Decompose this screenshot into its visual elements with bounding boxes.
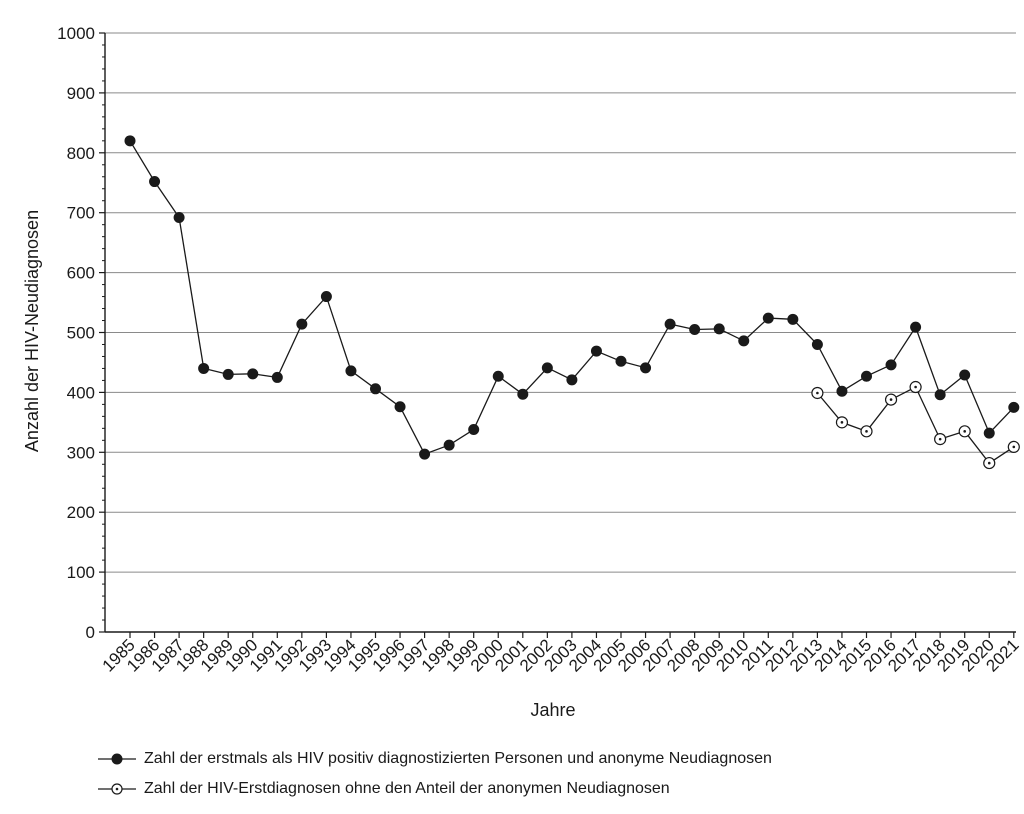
data-point-s1-1985 <box>124 135 136 147</box>
data-point-s2-2020-center <box>987 461 991 465</box>
y-tick-label-800: 800 <box>67 144 95 163</box>
data-point-s1-2020 <box>983 427 995 439</box>
grid-lines <box>105 32 1016 573</box>
data-point-s2-2013-center <box>816 391 819 395</box>
data-point-s1-2001 <box>517 388 529 400</box>
axes <box>99 32 1016 638</box>
series <box>124 135 1020 470</box>
data-point-s2-2021-center <box>1012 445 1016 449</box>
data-point-s1-2003 <box>566 374 578 386</box>
data-point-s1-1997 <box>419 448 431 460</box>
data-point-s1-1993 <box>320 291 332 303</box>
y-tick-label-100: 100 <box>67 563 95 582</box>
data-point-s1-2015 <box>861 370 872 382</box>
data-point-s1-1987 <box>173 211 185 223</box>
data-point-s1-2018 <box>934 389 946 401</box>
data-point-s1-1999 <box>468 424 480 436</box>
y-axis-title: Anzahl der HIV-Neudiagnosen <box>22 210 42 452</box>
data-point-s1-2004 <box>590 345 602 357</box>
data-point-s2-2019-center <box>963 430 966 433</box>
series-1-line <box>129 140 1015 455</box>
data-point-s1-2009 <box>713 323 725 335</box>
data-point-s2-2015-center <box>865 430 868 433</box>
data-point-s1-1990 <box>247 368 259 380</box>
data-point-s1-2002 <box>541 362 553 374</box>
data-point-s1-2007 <box>664 318 676 330</box>
legend: Zahl der erstmals als HIV positiv diagno… <box>96 744 996 804</box>
data-point-s1-1989 <box>222 368 234 380</box>
filled-circle-marker-icon <box>98 753 136 765</box>
data-point-s1-1986 <box>149 176 161 188</box>
legend-item-series-1: Zahl der erstmals als HIV positiv diagno… <box>96 744 996 774</box>
data-point-s1-2012 <box>787 313 799 325</box>
data-point-s1-1994 <box>345 365 357 377</box>
data-point-s1-2011 <box>762 312 774 324</box>
legend-label-series-2: Zahl der HIV-Erstdiagnosen ohne den Ante… <box>144 780 670 797</box>
y-tick-label-300: 300 <box>67 443 95 462</box>
y-tick-label-200: 200 <box>67 503 95 522</box>
y-tick-label-1000: 1000 <box>57 24 95 43</box>
data-point-s1-2016 <box>885 359 897 371</box>
legend-label-series-1: Zahl der erstmals als HIV positiv diagno… <box>144 750 772 767</box>
open-circle-marker-icon <box>98 783 136 795</box>
y-tick-label-500: 500 <box>67 324 95 343</box>
data-point-s2-2014-center <box>840 421 844 424</box>
y-tick-label-400: 400 <box>67 383 95 402</box>
data-point-s1-2019 <box>959 369 971 381</box>
data-point-s2-2017-center <box>914 385 917 389</box>
data-point-s1-1992 <box>296 318 308 330</box>
data-point-s1-2010 <box>738 335 750 347</box>
data-point-s1-2014 <box>836 385 848 397</box>
data-point-s2-2018-center <box>938 437 942 441</box>
data-point-s1-1996 <box>394 401 406 413</box>
data-point-s1-1998 <box>443 439 455 451</box>
data-point-s1-1995 <box>370 383 381 395</box>
data-point-s1-2006 <box>640 362 652 374</box>
data-point-s1-2000 <box>492 370 504 382</box>
y-tick-label-0: 0 <box>86 623 95 642</box>
y-tick-label-700: 700 <box>67 204 95 223</box>
x-tick-labels: 1985198619871988198919901991199219931994… <box>99 635 1023 675</box>
data-point-s1-1991 <box>271 371 283 383</box>
data-point-s1-2017 <box>910 321 922 333</box>
series-1 <box>124 135 1020 460</box>
data-point-s1-2008 <box>689 324 701 336</box>
series-2 <box>811 380 1020 470</box>
legend-item-series-2: Zahl der HIV-Erstdiagnosen ohne den Ante… <box>96 774 996 804</box>
y-tick-labels: 0 100 200 300 400 500 600 700 800 900 1000 <box>57 24 95 642</box>
data-point-s1-2021 <box>1008 401 1020 413</box>
y-tick-label-600: 600 <box>67 264 95 283</box>
data-point-s1-2005 <box>615 355 627 367</box>
data-point-s1-1988 <box>198 362 210 374</box>
data-point-s2-2016-center <box>889 398 893 401</box>
x-axis-title: Jahre <box>530 700 575 720</box>
data-point-s1-2013 <box>811 338 823 350</box>
y-tick-label-900: 900 <box>67 84 95 103</box>
